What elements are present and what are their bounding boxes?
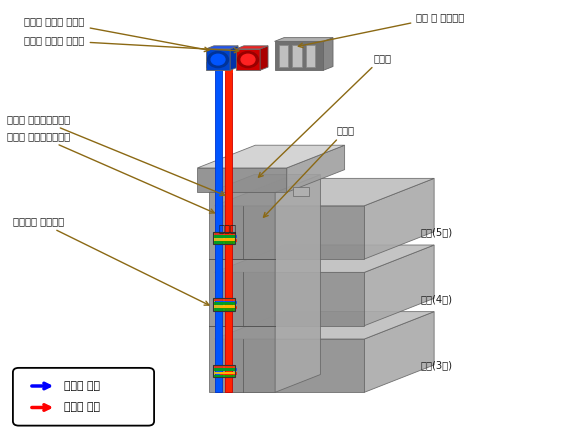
Bar bbox=[225, 62, 233, 73]
Polygon shape bbox=[215, 245, 434, 272]
Text: 제어 및 전력설비: 제어 및 전력설비 bbox=[298, 12, 464, 47]
Polygon shape bbox=[260, 46, 268, 70]
Bar bbox=[278, 45, 288, 67]
Circle shape bbox=[241, 54, 255, 65]
Circle shape bbox=[237, 51, 258, 67]
Polygon shape bbox=[236, 49, 260, 70]
Bar bbox=[293, 187, 309, 196]
Polygon shape bbox=[364, 312, 434, 392]
Polygon shape bbox=[236, 46, 268, 49]
Polygon shape bbox=[324, 38, 333, 70]
Text: 보충량 급기용수직풍도: 보충량 급기용수직풍도 bbox=[7, 114, 225, 196]
Bar bbox=[213, 365, 234, 368]
Text: 누설량 급기용수직풍도: 누설량 급기용수직풍도 bbox=[7, 131, 214, 213]
Polygon shape bbox=[215, 312, 434, 339]
Text: 부속실: 부속실 bbox=[218, 224, 236, 233]
Text: 누설량 급기용 송풍기: 누설량 급기용 송풍기 bbox=[24, 35, 239, 53]
Polygon shape bbox=[230, 46, 238, 70]
Polygon shape bbox=[364, 245, 434, 326]
Text: 옥내(4층): 옥내(4층) bbox=[421, 294, 453, 304]
FancyBboxPatch shape bbox=[13, 368, 154, 426]
Bar bbox=[213, 238, 234, 241]
Bar bbox=[225, 70, 232, 392]
Polygon shape bbox=[215, 339, 364, 392]
Text: 이중날개 급기댐퍼: 이중날개 급기댐퍼 bbox=[13, 216, 209, 305]
Bar bbox=[215, 70, 222, 392]
Bar bbox=[213, 232, 234, 244]
Text: 보충량 급기: 보충량 급기 bbox=[64, 402, 100, 413]
Polygon shape bbox=[275, 175, 320, 392]
Bar bbox=[213, 235, 234, 238]
Circle shape bbox=[208, 51, 229, 67]
Polygon shape bbox=[197, 168, 287, 192]
Bar bbox=[206, 62, 222, 67]
Polygon shape bbox=[215, 272, 364, 326]
Bar bbox=[213, 298, 234, 311]
Bar bbox=[292, 45, 302, 67]
Bar bbox=[213, 375, 234, 377]
Bar bbox=[213, 232, 234, 235]
Text: 보충량 급기용 송풍기: 보충량 급기용 송풍기 bbox=[24, 17, 209, 51]
Bar bbox=[213, 365, 234, 377]
Bar bbox=[213, 305, 234, 308]
Bar bbox=[213, 299, 234, 301]
Bar bbox=[213, 371, 234, 374]
Polygon shape bbox=[274, 42, 324, 70]
Polygon shape bbox=[274, 38, 333, 42]
Polygon shape bbox=[364, 178, 434, 259]
Text: 옥내(5층): 옥내(5층) bbox=[421, 228, 453, 237]
Bar bbox=[213, 241, 234, 244]
Text: 옥내(3층): 옥내(3층) bbox=[421, 361, 453, 371]
Circle shape bbox=[211, 54, 225, 65]
Polygon shape bbox=[209, 175, 320, 192]
Text: 누설량 급기: 누설량 급기 bbox=[64, 381, 100, 391]
Polygon shape bbox=[215, 206, 364, 259]
Polygon shape bbox=[287, 145, 345, 192]
Polygon shape bbox=[209, 192, 275, 392]
Polygon shape bbox=[206, 46, 238, 49]
Bar bbox=[213, 308, 234, 311]
Polygon shape bbox=[215, 178, 434, 206]
Bar bbox=[213, 302, 234, 304]
Text: 계단실: 계단실 bbox=[263, 125, 355, 217]
Polygon shape bbox=[197, 145, 345, 168]
Bar bbox=[213, 368, 234, 371]
Text: 기계실: 기계실 bbox=[258, 53, 391, 177]
Bar bbox=[232, 62, 236, 67]
Polygon shape bbox=[206, 49, 230, 70]
Bar bbox=[306, 45, 316, 67]
